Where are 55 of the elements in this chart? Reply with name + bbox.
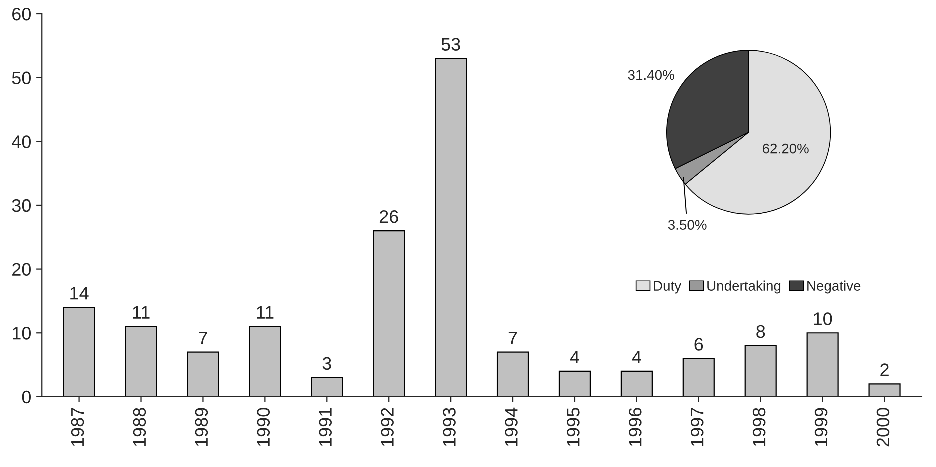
x-tick-label: 1988 bbox=[133, 408, 146, 446]
data-label: 4 bbox=[632, 351, 642, 364]
bar bbox=[311, 377, 344, 397]
data-label: 7 bbox=[199, 332, 208, 344]
x-tick-label: 1994 bbox=[505, 408, 518, 446]
x-tick-label: 1997 bbox=[690, 408, 704, 446]
legend-label: Duty bbox=[654, 281, 682, 294]
x-tick-label: 1999 bbox=[814, 408, 828, 446]
data-label: 26 bbox=[380, 210, 398, 224]
data-label: 6 bbox=[694, 338, 704, 351]
legend-label: Undertaking bbox=[708, 280, 781, 294]
data-label: 11 bbox=[133, 306, 150, 319]
bar bbox=[63, 307, 96, 397]
bar bbox=[806, 332, 839, 397]
x-tick-label: 1989 bbox=[195, 408, 208, 446]
data-label: 62.20% bbox=[762, 144, 809, 154]
x-tick-label: 1995 bbox=[567, 408, 580, 446]
data-label: 2 bbox=[880, 364, 889, 376]
data-label: 4 bbox=[570, 351, 580, 364]
data-label: 3.50% bbox=[668, 220, 707, 230]
legend-label: Negative bbox=[808, 280, 861, 294]
bar bbox=[620, 370, 653, 397]
y-tick-label: 30 bbox=[12, 199, 31, 212]
bar bbox=[249, 326, 282, 397]
data-label: 53 bbox=[442, 38, 460, 51]
y-tick-label: 50 bbox=[12, 72, 31, 85]
x-tick-label: 1991 bbox=[319, 408, 332, 446]
x-tick-label: 1990 bbox=[257, 408, 270, 446]
y-tick-label: 10 bbox=[13, 327, 31, 340]
x-tick-label: 1993 bbox=[443, 408, 456, 446]
x-tick-label: 2000 bbox=[876, 408, 890, 447]
bar bbox=[558, 370, 592, 397]
bar bbox=[373, 230, 406, 397]
data-label: 10 bbox=[814, 312, 832, 326]
x-tick-label: 1987 bbox=[71, 408, 84, 446]
bar bbox=[187, 352, 220, 397]
y-tick-label: 40 bbox=[12, 136, 31, 148]
data-label: 31.40% bbox=[628, 70, 674, 80]
y-tick-label: 60 bbox=[12, 8, 31, 21]
y-tick-label: 20 bbox=[12, 263, 31, 276]
y-tick-label: 0 bbox=[22, 390, 31, 404]
data-label: 14 bbox=[70, 287, 89, 300]
bar bbox=[868, 384, 901, 397]
x-tick-label: 1998 bbox=[752, 408, 766, 446]
data-label: 7 bbox=[508, 332, 518, 344]
bar bbox=[125, 326, 158, 397]
x-tick-label: 1996 bbox=[629, 408, 642, 446]
data-label: 3 bbox=[322, 357, 332, 370]
data-label: 8 bbox=[756, 325, 766, 338]
x-tick-label: 1992 bbox=[381, 408, 394, 446]
bar bbox=[744, 345, 777, 397]
bar bbox=[682, 358, 715, 397]
data-label: 11 bbox=[257, 306, 274, 319]
bar bbox=[496, 352, 530, 397]
bar bbox=[435, 58, 468, 397]
